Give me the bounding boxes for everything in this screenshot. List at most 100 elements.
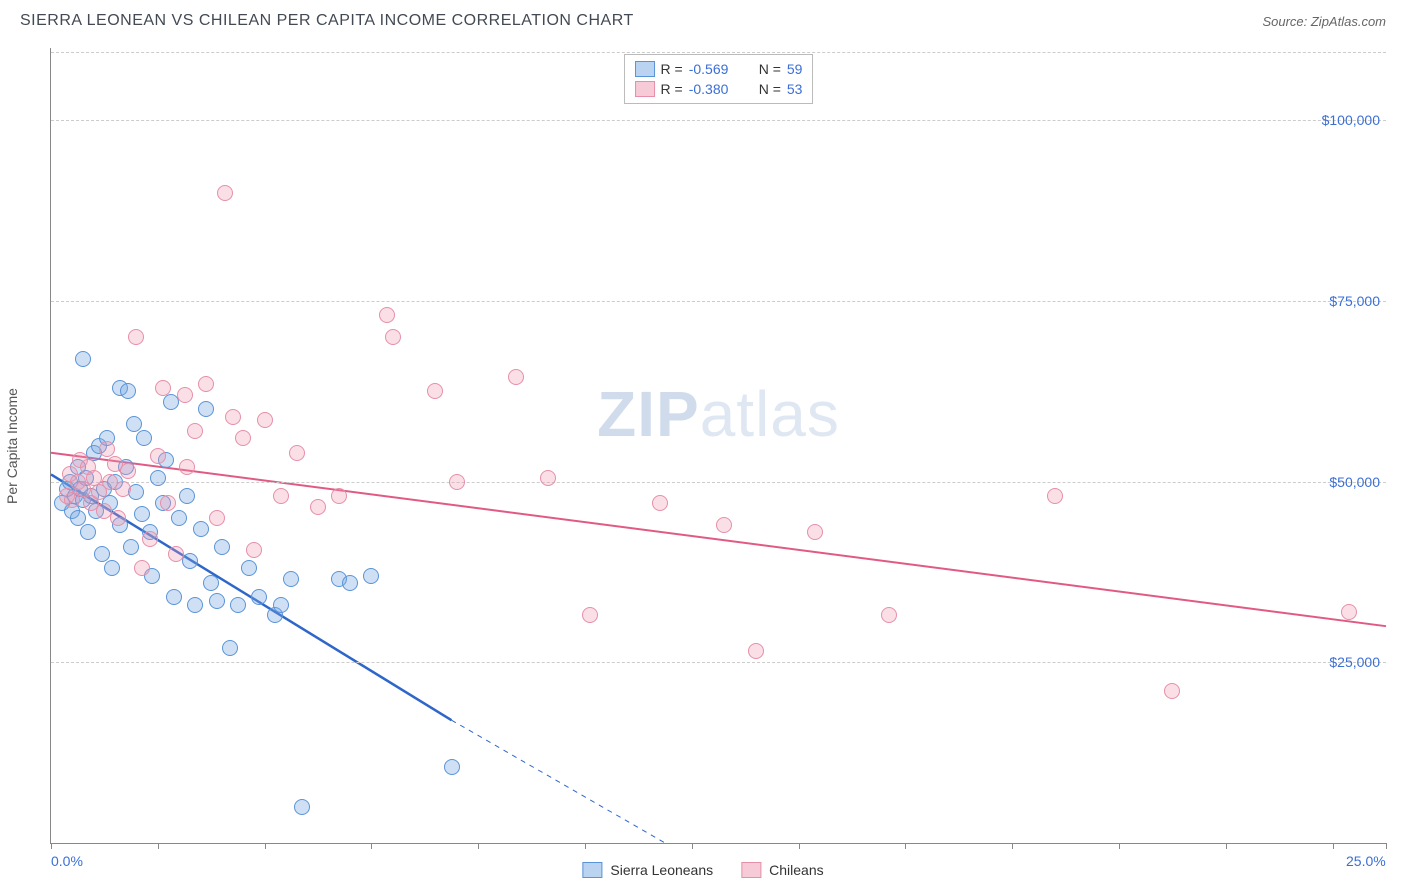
legend-label: Chileans (769, 862, 823, 878)
data-point (449, 474, 465, 490)
data-point (150, 448, 166, 464)
data-point (363, 568, 379, 584)
r-value-blue: -0.569 (689, 61, 745, 77)
y-tick-label: $75,000 (1329, 293, 1380, 309)
x-tick (1012, 843, 1013, 849)
x-tick (692, 843, 693, 849)
x-tick (1226, 843, 1227, 849)
data-point (193, 521, 209, 537)
data-point (136, 430, 152, 446)
data-point (716, 517, 732, 533)
data-point (273, 597, 289, 613)
data-point (70, 510, 86, 526)
x-tick (478, 843, 479, 849)
data-point (251, 589, 267, 605)
data-point (222, 640, 238, 656)
r-label: R = (661, 61, 683, 77)
data-point (168, 546, 184, 562)
data-point (94, 546, 110, 562)
legend-row-blue: R = -0.569 N = 59 (635, 59, 803, 79)
data-point (1047, 488, 1063, 504)
data-point (235, 430, 251, 446)
data-point (310, 499, 326, 515)
series-legend: Sierra Leoneans Chileans (582, 862, 823, 878)
gridline (51, 482, 1386, 483)
data-point (1341, 604, 1357, 620)
data-point (187, 597, 203, 613)
data-point (75, 351, 91, 367)
data-point (198, 401, 214, 417)
source-label: Source: ZipAtlas.com (1262, 14, 1386, 29)
data-point (385, 329, 401, 345)
legend-item-pink: Chileans (741, 862, 823, 878)
data-point (142, 531, 158, 547)
data-point (134, 506, 150, 522)
data-point (379, 307, 395, 323)
data-point (177, 387, 193, 403)
n-value-pink: 53 (787, 81, 803, 97)
swatch-pink (635, 81, 655, 97)
data-point (246, 542, 262, 558)
data-point (166, 589, 182, 605)
data-point (198, 376, 214, 392)
gridline (51, 52, 1386, 53)
x-tick (585, 843, 586, 849)
data-point (179, 459, 195, 475)
swatch-blue (582, 862, 602, 878)
x-tick (371, 843, 372, 849)
legend-item-blue: Sierra Leoneans (582, 862, 713, 878)
data-point (214, 539, 230, 555)
data-point (652, 495, 668, 511)
data-point (331, 488, 347, 504)
data-point (283, 571, 299, 587)
data-point (123, 539, 139, 555)
correlation-legend: R = -0.569 N = 59 R = -0.380 N = 53 (624, 54, 814, 104)
data-point (209, 510, 225, 526)
data-point (134, 560, 150, 576)
gridline (51, 301, 1386, 302)
data-point (179, 488, 195, 504)
data-point (104, 560, 120, 576)
data-point (120, 463, 136, 479)
data-point (128, 329, 144, 345)
data-point (289, 445, 305, 461)
data-point (1164, 683, 1180, 699)
data-point (342, 575, 358, 591)
gridline (51, 662, 1386, 663)
trend-lines (51, 48, 1386, 843)
x-tick (1333, 843, 1334, 849)
data-point (230, 597, 246, 613)
data-point (881, 607, 897, 623)
x-tick (1386, 843, 1387, 849)
data-point (508, 369, 524, 385)
data-point (427, 383, 443, 399)
x-tick (905, 843, 906, 849)
x-tick-label: 0.0% (51, 853, 83, 869)
data-point (294, 799, 310, 815)
data-point (241, 560, 257, 576)
r-value-pink: -0.380 (689, 81, 745, 97)
data-point (115, 481, 131, 497)
data-point (209, 593, 225, 609)
x-tick (158, 843, 159, 849)
data-point (273, 488, 289, 504)
x-tick (265, 843, 266, 849)
y-tick-label: $100,000 (1322, 112, 1380, 128)
data-point (160, 495, 176, 511)
data-point (126, 416, 142, 432)
data-point (203, 575, 219, 591)
chart-title: SIERRA LEONEAN VS CHILEAN PER CAPITA INC… (20, 12, 634, 30)
data-point (582, 607, 598, 623)
data-point (807, 524, 823, 540)
data-point (217, 185, 233, 201)
data-point (187, 423, 203, 439)
data-point (120, 383, 136, 399)
y-tick-label: $25,000 (1329, 654, 1380, 670)
x-tick (51, 843, 52, 849)
data-point (257, 412, 273, 428)
data-point (110, 510, 126, 526)
data-point (150, 470, 166, 486)
n-value-blue: 59 (787, 61, 803, 77)
n-label: N = (759, 81, 781, 97)
gridline (51, 120, 1386, 121)
